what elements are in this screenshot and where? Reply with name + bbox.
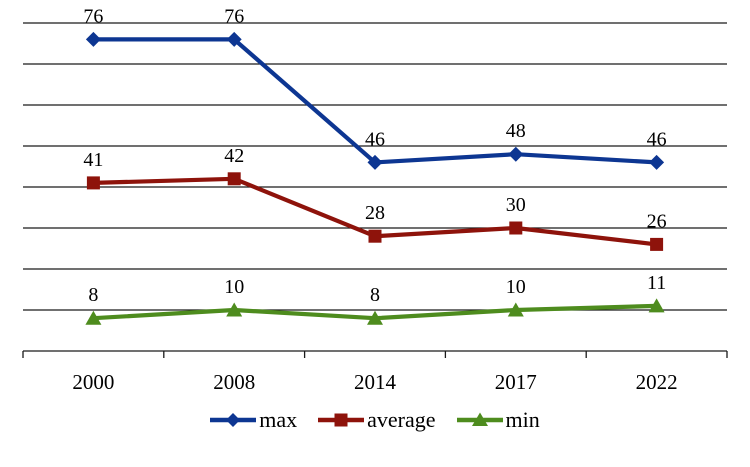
marker-square-average bbox=[227, 172, 241, 186]
x-tick-label: 2008 bbox=[213, 370, 255, 394]
data-label-max: 46 bbox=[365, 128, 385, 150]
marker-triangle-min bbox=[226, 302, 243, 317]
data-label-min: 8 bbox=[370, 284, 380, 306]
marker-diamond-max bbox=[508, 146, 524, 162]
legend: max average min bbox=[0, 404, 750, 436]
x-tick-label: 2017 bbox=[495, 370, 537, 394]
data-label-max: 76 bbox=[83, 5, 103, 27]
marker-square-average bbox=[86, 176, 100, 190]
marker-diamond-max bbox=[649, 154, 665, 170]
marker-triangle-min bbox=[648, 298, 665, 313]
legend-item-max: max bbox=[210, 409, 297, 431]
legend-marker-triangle-icon bbox=[456, 412, 503, 426]
data-label-min: 11 bbox=[647, 272, 666, 294]
marker-triangle-min bbox=[367, 310, 383, 325]
marker-diamond-max bbox=[367, 154, 383, 170]
data-label-average: 42 bbox=[224, 145, 244, 167]
marker-triangle-min bbox=[85, 310, 102, 325]
data-label-average: 30 bbox=[506, 194, 526, 216]
marker-square-average bbox=[368, 229, 382, 243]
marker-diamond-max bbox=[226, 31, 242, 47]
data-label-min: 10 bbox=[224, 276, 244, 298]
x-tick-label: 2000 bbox=[72, 370, 114, 394]
data-label-min: 10 bbox=[506, 276, 526, 298]
marker-square-average bbox=[650, 237, 664, 251]
legend-marker-square-icon bbox=[318, 413, 365, 427]
data-label-max: 76 bbox=[224, 5, 244, 27]
data-label-max: 48 bbox=[506, 120, 526, 142]
x-tick-label: 2022 bbox=[636, 370, 678, 394]
marker-square-average bbox=[509, 221, 523, 235]
data-label-min: 8 bbox=[88, 284, 98, 306]
legend-label-max: max bbox=[259, 407, 298, 432]
x-tick-label: 2014 bbox=[354, 370, 397, 394]
legend-marker-diamond-icon bbox=[210, 413, 257, 427]
marker-triangle-min bbox=[507, 302, 524, 317]
data-label-average: 26 bbox=[647, 210, 667, 232]
legend-label-average: average bbox=[367, 407, 436, 432]
data-label-average: 41 bbox=[83, 149, 103, 171]
data-label-max: 46 bbox=[647, 128, 667, 150]
legend-item-average: average bbox=[318, 407, 436, 432]
data-label-average: 28 bbox=[365, 202, 385, 224]
marker-diamond-max bbox=[85, 31, 101, 47]
legend-label-min: min bbox=[505, 407, 540, 432]
legend-item-min: min bbox=[456, 407, 540, 432]
